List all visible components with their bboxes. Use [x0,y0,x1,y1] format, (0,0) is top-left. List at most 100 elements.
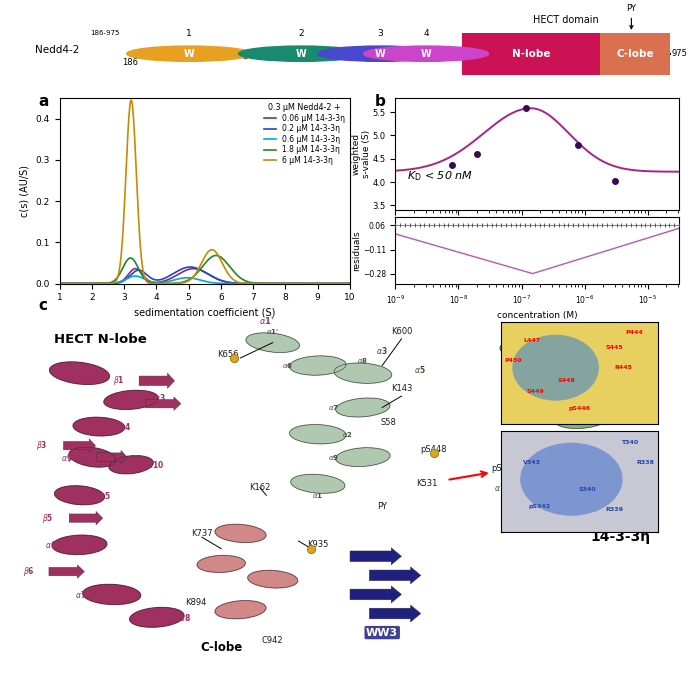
Text: $\alpha$10: $\alpha$10 [147,459,164,470]
FancyArrow shape [97,450,127,464]
Text: $\alpha$2: $\alpha$2 [342,430,353,439]
Text: 186: 186 [122,57,138,66]
Text: $\beta$4: $\beta$4 [68,451,80,463]
FancyArrow shape [350,586,402,603]
Text: HECT N-lobe: HECT N-lobe [54,332,146,346]
Text: $\alpha$8: $\alpha$8 [179,612,191,623]
Ellipse shape [290,425,346,444]
Text: S58: S58 [381,419,397,427]
Ellipse shape [290,356,346,375]
Text: $\alpha$1: $\alpha$1 [605,414,617,424]
Text: $\beta$2: $\beta$2 [120,397,131,410]
Ellipse shape [104,391,158,409]
FancyArrow shape [370,567,421,584]
Ellipse shape [197,556,245,573]
Text: S449: S449 [526,389,544,393]
Text: 4: 4 [424,29,429,38]
Text: $\alpha$5: $\alpha$5 [414,364,426,375]
Text: R339: R339 [605,508,623,512]
Text: 975: 975 [671,49,687,58]
Text: S445: S445 [605,345,623,350]
FancyArrow shape [49,565,84,578]
Text: $\alpha$9: $\alpha$9 [328,453,339,461]
Text: $\alpha$1': $\alpha$1' [259,314,274,326]
Text: T340: T340 [621,440,638,445]
Ellipse shape [334,363,392,384]
Text: 3: 3 [377,29,383,38]
Y-axis label: residuals: residuals [352,230,361,271]
Text: $\beta$1: $\beta$1 [113,374,125,387]
Text: pS448: pS448 [421,445,447,454]
Text: K143: K143 [391,384,412,393]
Ellipse shape [52,536,107,554]
Text: $\alpha$1': $\alpha$1' [266,327,279,336]
Ellipse shape [514,432,572,452]
Bar [462,33,601,75]
Ellipse shape [555,410,609,428]
Ellipse shape [73,417,125,436]
Ellipse shape [215,601,266,619]
Text: K162: K162 [249,483,270,492]
FancyArrow shape [69,512,103,525]
Text: HECT domain: HECT domain [533,15,598,24]
Ellipse shape [336,448,390,466]
Text: N-lobe: N-lobe [512,49,551,59]
Text: $\alpha$3: $\alpha$3 [376,345,387,356]
Text: K531: K531 [416,480,438,489]
Text: c: c [38,298,48,312]
Text: K894: K894 [185,598,206,607]
Ellipse shape [109,456,153,474]
Text: 2: 2 [298,29,304,38]
Text: PY: PY [626,4,636,29]
Text: $\alpha$8: $\alpha$8 [358,356,368,365]
Text: $\alpha$9: $\alpha$9 [61,452,73,463]
Text: a: a [38,94,49,109]
Text: K737: K737 [191,529,213,538]
Text: $\alpha$1: $\alpha$1 [71,368,82,379]
Ellipse shape [336,398,390,417]
Text: pS446: pS446 [568,406,590,411]
Text: $\alpha$5: $\alpha$5 [99,490,111,500]
Text: C-lobe: C-lobe [616,49,654,59]
Text: $\alpha$7: $\alpha$7 [75,589,87,600]
Text: 1: 1 [186,29,192,38]
Text: $\alpha$6: $\alpha$6 [282,361,293,370]
Text: W: W [295,49,307,59]
Text: PY: PY [377,502,387,511]
Text: W: W [184,49,195,59]
Text: K600: K600 [391,327,412,336]
Circle shape [363,46,489,62]
Circle shape [239,46,363,62]
Text: S340: S340 [578,487,596,492]
Text: WW3: WW3 [366,628,398,638]
Ellipse shape [83,584,141,604]
FancyArrow shape [64,439,96,452]
Y-axis label: c(s) (AU/S): c(s) (AU/S) [20,164,30,217]
Text: 14-3-3η: 14-3-3η [590,530,650,544]
FancyArrow shape [350,547,402,565]
Ellipse shape [246,333,300,352]
Text: $\alpha$3: $\alpha$3 [568,436,580,447]
FancyArrow shape [370,605,421,622]
Ellipse shape [568,456,622,474]
Text: L447: L447 [524,338,540,343]
Text: R338: R338 [636,461,655,466]
X-axis label: concentration (M): concentration (M) [497,312,578,320]
Circle shape [127,46,252,62]
Text: P444: P444 [626,330,643,335]
Ellipse shape [520,442,622,516]
Ellipse shape [503,478,559,498]
Text: 186-975: 186-975 [90,30,120,36]
Ellipse shape [215,524,266,542]
Text: $\beta$3: $\beta$3 [36,439,48,452]
Ellipse shape [248,570,298,588]
FancyArrow shape [146,397,181,410]
Text: $\alpha$3: $\alpha$3 [154,393,166,403]
Text: C-lobe: C-lobe [200,641,242,654]
Legend: 0.06 μM 14-3-3η, 0.2 μM 14-3-3η, 0.6 μM 14-3-3η, 1.8 μM 14-3-3η, 6 μM 14-3-3η: 0.06 μM 14-3-3η, 0.2 μM 14-3-3η, 0.6 μM … [262,102,346,167]
Text: $\alpha$1: $\alpha$1 [494,482,506,493]
Ellipse shape [553,363,610,383]
Text: C942: C942 [262,636,284,645]
Text: S448: S448 [558,379,575,384]
Bar [601,33,670,75]
